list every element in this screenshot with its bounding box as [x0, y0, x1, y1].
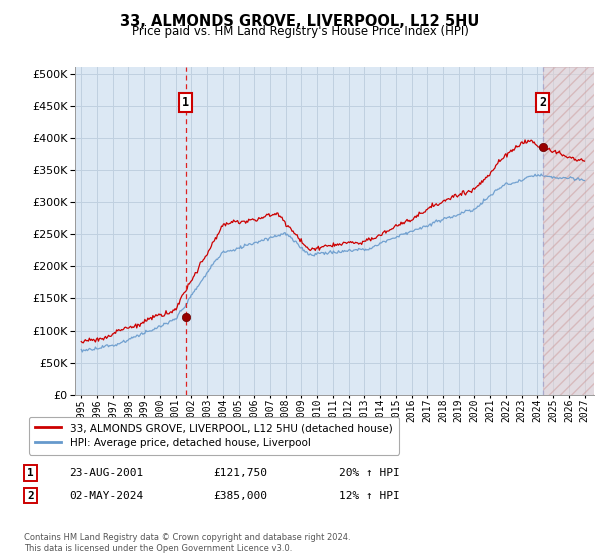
Text: £385,000: £385,000: [213, 491, 267, 501]
Text: 02-MAY-2024: 02-MAY-2024: [69, 491, 143, 501]
Bar: [543, 67, 594, 395]
Text: 20% ↑ HPI: 20% ↑ HPI: [339, 468, 400, 478]
Text: 12% ↑ HPI: 12% ↑ HPI: [339, 491, 400, 501]
Text: £121,750: £121,750: [213, 468, 267, 478]
Text: Price paid vs. HM Land Registry's House Price Index (HPI): Price paid vs. HM Land Registry's House …: [131, 25, 469, 38]
Text: 1: 1: [27, 468, 34, 478]
Text: 2: 2: [27, 491, 34, 501]
Text: 1: 1: [182, 96, 190, 109]
Text: Contains HM Land Registry data © Crown copyright and database right 2024.
This d: Contains HM Land Registry data © Crown c…: [24, 533, 350, 553]
Text: 33, ALMONDS GROVE, LIVERPOOL, L12 5HU: 33, ALMONDS GROVE, LIVERPOOL, L12 5HU: [121, 14, 479, 29]
Text: 23-AUG-2001: 23-AUG-2001: [69, 468, 143, 478]
Legend: 33, ALMONDS GROVE, LIVERPOOL, L12 5HU (detached house), HPI: Average price, deta: 33, ALMONDS GROVE, LIVERPOOL, L12 5HU (d…: [29, 417, 399, 455]
Text: 2: 2: [539, 96, 547, 109]
